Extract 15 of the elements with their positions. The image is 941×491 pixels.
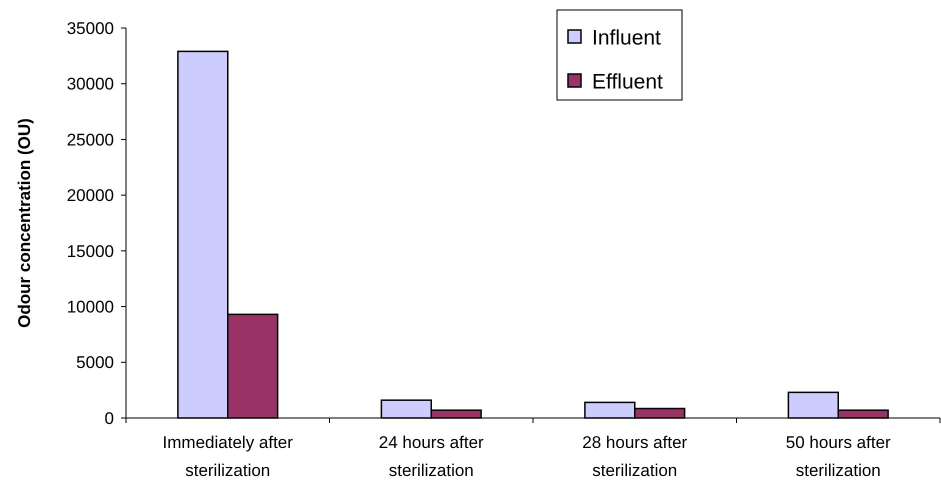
x-tick-label: 50 hours after sterilization	[786, 433, 892, 480]
y-tick-label: 20000	[66, 186, 114, 206]
y-tick-label: 25000	[66, 130, 114, 150]
y-tick-label: 0	[104, 408, 114, 428]
x-tick-label: 28 hours after sterilization	[582, 433, 688, 480]
x-tick-label: Immediately after sterilization	[162, 433, 294, 480]
y-tick-label: 5000	[76, 353, 114, 372]
y-tick-label: 30000	[66, 74, 114, 94]
y-tick-label: 10000	[66, 298, 114, 317]
y-axis-title: Odour concentration (OU)	[14, 118, 34, 328]
legend-label: Influent	[592, 26, 662, 50]
x-tick-label: 24 hours after sterilization	[378, 433, 484, 480]
y-tick-label: 15000	[66, 242, 114, 261]
legend-label: Effluent	[592, 70, 663, 94]
y-tick-label: 35000	[66, 18, 114, 38]
